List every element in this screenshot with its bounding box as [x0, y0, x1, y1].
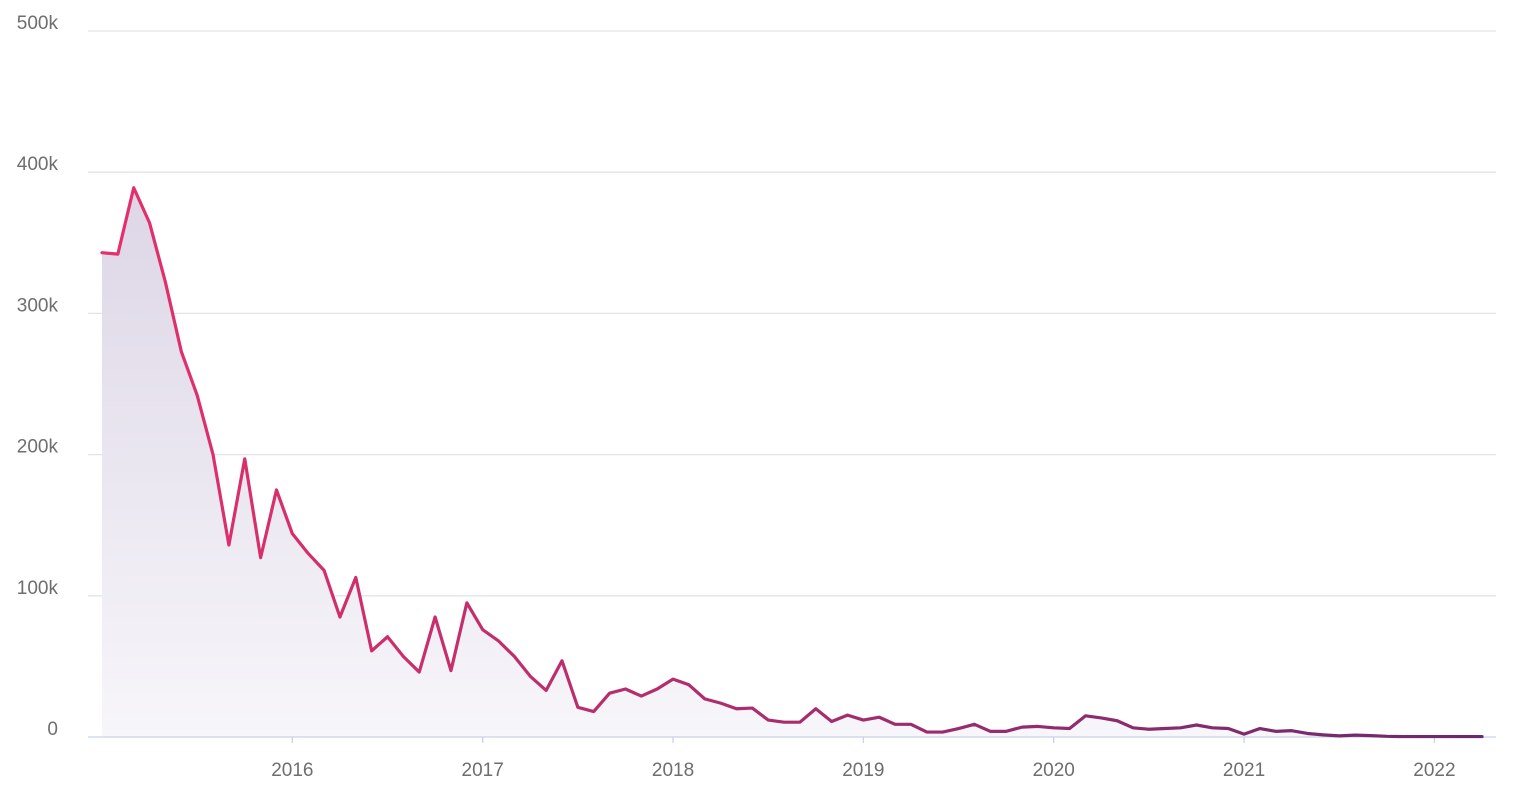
y-axis-labels: 0 100k 200k 300k 400k 500k	[17, 13, 59, 740]
x-axis-ticks	[291, 737, 1436, 743]
y-tick-label: 500k	[17, 13, 59, 34]
x-tick-label: 2020	[1033, 760, 1075, 781]
series-area-fill	[102, 187, 1482, 738]
y-tick-label: 0	[47, 719, 58, 740]
y-tick-label: 400k	[17, 154, 59, 175]
x-tick-label: 2021	[1223, 760, 1265, 781]
x-tick-label: 2016	[271, 760, 313, 781]
series-line	[100, 186, 1484, 739]
x-tick-label: 2022	[1413, 760, 1455, 781]
x-tick-label: 2017	[462, 760, 504, 781]
y-tick-label: 200k	[17, 437, 59, 458]
y-tick-label: 300k	[17, 295, 59, 316]
y-tick-label: 100k	[17, 578, 59, 599]
x-axis-labels: 2016 2017 2018 2019 2020 2021 2022	[271, 760, 1455, 781]
x-tick-label: 2019	[842, 760, 884, 781]
x-tick-label: 2018	[652, 760, 694, 781]
grid-lines	[88, 30, 1496, 597]
